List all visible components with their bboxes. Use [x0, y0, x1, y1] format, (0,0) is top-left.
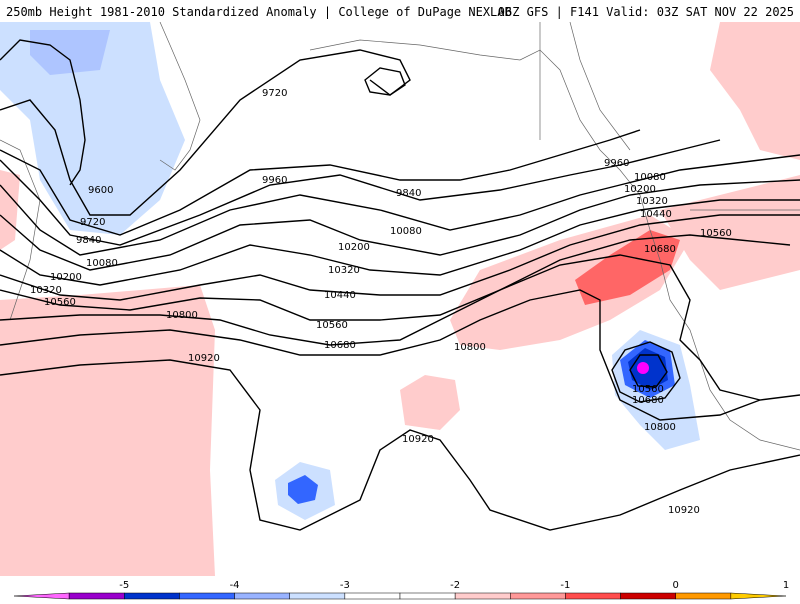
colorbar-tick-label: -1 — [560, 580, 570, 591]
contour-10920 — [0, 359, 800, 531]
map-panel: 9600 9720 9720 9840 9840 9960 9960 10080… — [0, 22, 800, 576]
colorbar-swatch — [13, 592, 70, 600]
colorbar-tick-label: 0 — [673, 580, 679, 591]
colorbar-swatch — [510, 592, 566, 600]
colorbar-swatch — [399, 592, 456, 600]
negative-anomaly-core — [637, 362, 649, 374]
contour-label: 10440 — [640, 209, 672, 220]
contour-low — [611, 341, 681, 403]
contour-9600 — [0, 39, 86, 186]
positive-anomaly-region — [575, 230, 680, 305]
contour-small-ring — [364, 67, 406, 96]
contour-label: 10920 — [188, 353, 220, 364]
contour-label: 10560 — [632, 384, 664, 395]
colorbar-swatch — [565, 592, 621, 600]
contour-label: 10080 — [390, 226, 422, 237]
contour-label: 10200 — [338, 242, 370, 253]
header-bar: 250mb Height 1981-2010 Standardized Anom… — [0, 0, 800, 22]
positive-anomaly-region — [710, 22, 800, 160]
contour-label: 9720 — [80, 217, 105, 228]
contour-10680 — [0, 254, 761, 401]
model-run-info: 06Z GFS | F141 Valid: 03Z SAT NOV 22 202… — [497, 5, 794, 19]
colorbar-swatch — [730, 592, 787, 600]
contour-10560 — [0, 234, 791, 321]
colorbar-swatch — [620, 592, 676, 600]
contour-label: 9840 — [396, 188, 421, 199]
colorbar-tick-label: 1 — [783, 580, 789, 591]
contour-label: 9960 — [604, 158, 629, 169]
colorbar-tick-label: -4 — [230, 580, 240, 591]
contour-label: 10800 — [454, 342, 486, 353]
negative-anomaly-region — [288, 475, 318, 504]
contour-10080 — [0, 154, 800, 256]
contour-label: 10680 — [324, 340, 356, 351]
colorbar-swatch — [68, 592, 125, 600]
contour-label: 10200 — [50, 272, 82, 283]
contour-label: 10800 — [166, 310, 198, 321]
contour-label: 9720 — [262, 88, 287, 99]
contour-label: 10080 — [634, 172, 666, 183]
contour-9720 — [0, 49, 411, 216]
contour-10800 — [0, 289, 800, 421]
contour-label: 10440 — [324, 290, 356, 301]
contour-labels: 9600 9720 9720 9840 9840 9960 9960 10080… — [30, 88, 732, 516]
contour-label: 9600 — [88, 185, 113, 196]
colorbar-boxes — [13, 592, 787, 600]
contour-label: 10320 — [30, 285, 62, 296]
contour-label: 10800 — [644, 422, 676, 433]
contour-label: 10200 — [624, 184, 656, 195]
colorbar-ticks: -5-4-3-2-1012345 — [119, 580, 789, 591]
height-contours — [0, 39, 800, 531]
contour-label: 10680 — [632, 395, 664, 406]
colorbar-swatch — [454, 592, 511, 600]
map-title: 250mb Height 1981-2010 Standardized Anom… — [6, 5, 512, 19]
contour-9960 — [0, 139, 721, 246]
contour-10200 — [0, 179, 800, 271]
colorbar-swatch — [234, 592, 290, 600]
contour-9840 — [0, 129, 641, 236]
contour-label: 10560 — [316, 320, 348, 331]
colorbar: -5-4-3-2-1012345 — [0, 576, 800, 600]
anomaly-shading — [0, 22, 800, 576]
colorbar-tick-label: -5 — [119, 580, 129, 591]
contour-10320 — [0, 199, 800, 286]
positive-anomaly-region — [0, 285, 215, 576]
colorbar-swatch — [124, 592, 180, 600]
positive-anomaly-region — [400, 375, 460, 430]
contour-label: 10080 — [86, 258, 118, 269]
contour-label: 10560 — [700, 228, 732, 239]
contour-label: 10320 — [328, 265, 360, 276]
colorbar-swatch — [344, 592, 401, 600]
contour-low — [629, 354, 668, 388]
contour-label: 10680 — [644, 244, 676, 255]
contour-10440 — [0, 214, 800, 301]
colorbar-tick-label: -3 — [340, 580, 350, 591]
colorbar-swatch — [289, 592, 346, 600]
contour-label: 10560 — [44, 297, 76, 308]
contour-label: 9960 — [262, 175, 287, 186]
colorbar-tick-label: -2 — [450, 580, 460, 591]
contour-label: 10920 — [402, 434, 434, 445]
contour-label: 10920 — [668, 505, 700, 516]
colorbar-swatch — [179, 592, 235, 600]
colorbar-swatch — [675, 592, 732, 600]
contour-label: 10320 — [636, 196, 668, 207]
negative-anomaly-region — [30, 30, 110, 75]
contour-label: 9840 — [76, 235, 101, 246]
